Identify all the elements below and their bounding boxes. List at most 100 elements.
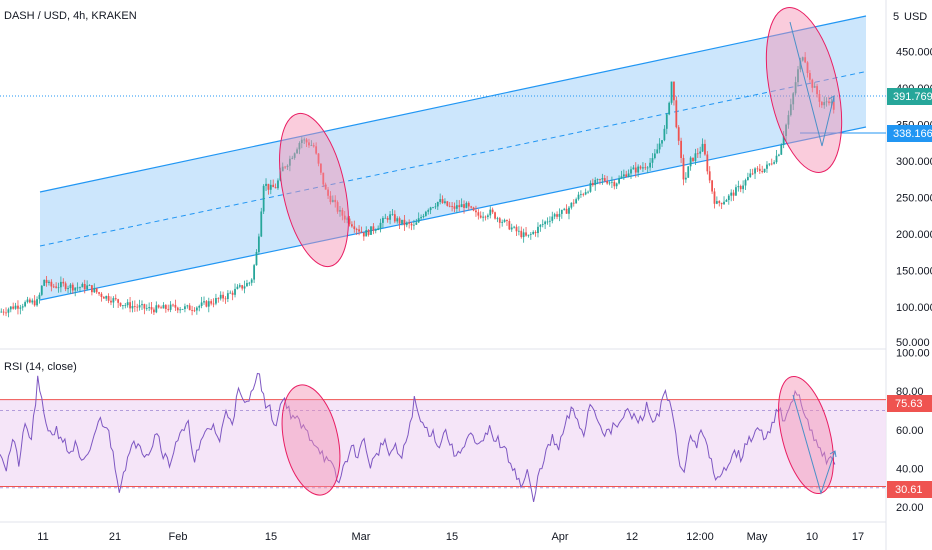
channel-mid-line [39,71,867,247]
candle-body [312,145,315,147]
candle-body [217,298,220,299]
candle-body [136,306,139,308]
price-axis-tick-label: 5 [893,11,899,23]
candle-body [210,301,213,304]
candle-body [107,296,110,301]
rsi-axis-tick-label: 40.00 [896,463,924,475]
rsi-title: RSI (14, close) [4,361,77,373]
candle-body [143,304,146,309]
candle-body [174,304,177,308]
price-tag-bg [887,88,932,105]
time-axis-tick-label: 17 [852,531,864,543]
candle-body [754,168,756,174]
candle-body [818,94,821,102]
candle-body [377,228,380,230]
candle-body [708,171,711,181]
candle-body [219,294,222,299]
candle-body [534,231,537,234]
candle-body [794,82,797,94]
candle-body [57,287,60,289]
candle-body [501,221,504,223]
candle-body [112,298,115,303]
candle-body [580,194,582,196]
candle-body [618,178,620,184]
candle-body [269,184,272,190]
candle-body [556,214,558,217]
candle-body [386,217,389,220]
candle-body [331,199,334,203]
candle-body [36,299,38,306]
candle-body [2,311,5,313]
candle-body [673,81,675,101]
candle-body [7,309,10,313]
candle-body [64,283,67,290]
candle-body [713,191,716,204]
candle-body [396,218,399,222]
candle-body [119,302,122,306]
candle-body [195,307,198,311]
price-projection-arrowhead [828,95,835,102]
candle-body [472,207,475,211]
candle-body [329,195,332,203]
candle-body [91,285,93,293]
candle-body [739,186,742,190]
candle-body [601,178,604,180]
candle-body [355,229,358,230]
candle-body [43,279,46,286]
price-tag-bg [887,125,932,142]
candle-body [627,173,630,177]
candle-body [52,286,55,288]
candle-body [775,155,778,163]
rsi-tag-upper: 75.63 [895,398,923,410]
candle-body [651,158,654,163]
candle-body [379,222,382,229]
candle-body [830,101,833,104]
candle-body [777,154,780,156]
candle-body [105,296,108,299]
candle-body [417,218,420,223]
candle-body [310,145,313,147]
candle-body [76,287,79,289]
candle-body [455,205,458,209]
candle-body [479,215,482,218]
candle-body [475,210,477,213]
candle-body [432,207,434,209]
candle-body [336,202,339,212]
candle-body [19,307,22,309]
candle-body [806,62,809,74]
price-axis-tick-label: 200.000 [896,229,932,241]
candle-body [398,218,401,224]
candle-body [546,221,549,223]
candle-body [122,305,124,306]
candle-body [656,149,659,154]
candle-body [229,292,232,294]
candle-body [684,177,687,180]
rsi-line [0,372,836,503]
price-projection-line [789,21,835,147]
candle-body [126,302,129,306]
candle-body [348,218,351,225]
candle-body [353,226,356,230]
candle-body [305,139,308,143]
price-axis-tick-label: 50.000 [896,337,930,349]
candle-body [797,69,799,83]
channel-upper-line [39,15,867,193]
candle-body [675,100,678,128]
candle-body [286,165,289,168]
candle-body [31,300,34,303]
candle-body [565,208,568,214]
candle-body [33,300,36,306]
candle-body [272,184,275,188]
candle-body [262,185,265,212]
candle-body [792,93,795,105]
candle-body [548,220,551,222]
rsi-tag-bg [887,481,932,498]
candle-body [541,224,544,225]
candle-body [296,149,298,154]
candle-body [17,305,19,309]
candle-body [458,205,461,208]
candle-body [718,201,721,203]
candle-body [594,179,597,186]
candle-body [184,306,186,310]
